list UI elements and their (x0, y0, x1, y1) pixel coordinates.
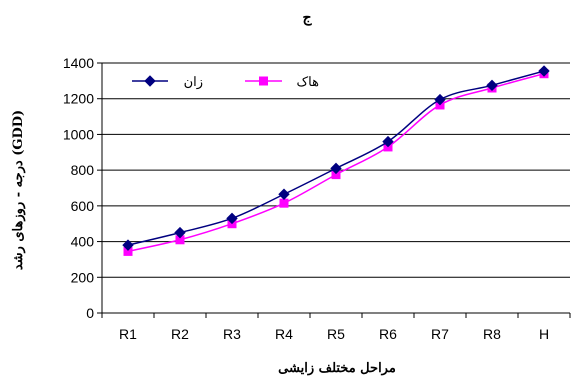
series-group (122, 65, 550, 256)
y-tick-label: 1400 (63, 55, 94, 71)
diamond-marker (122, 239, 134, 251)
diamond-marker (278, 188, 290, 200)
y-axis-title: درجه - روزهای رشد (GDD) (11, 110, 26, 270)
y-tick-label: 600 (71, 198, 95, 214)
diamond-marker (486, 79, 498, 92)
y-tick-label: 200 (71, 269, 95, 285)
square-marker (279, 198, 289, 208)
diamond-marker (434, 93, 446, 106)
x-tick-label: R1 (119, 326, 137, 342)
x-tick-label: H (539, 326, 549, 342)
x-axis-title: مراحل مختلف زایشی (278, 361, 396, 376)
legend-swatch-marker (259, 76, 268, 86)
x-tick-label: R6 (379, 326, 397, 342)
series-line (127, 70, 545, 246)
x-tick-label: R5 (327, 326, 345, 342)
y-tick-label: 0 (86, 305, 94, 321)
legend-item: هاک (245, 74, 319, 89)
series-line (127, 72, 545, 253)
chart-title: ج (302, 10, 312, 26)
x-tick-label: R3 (223, 326, 241, 342)
legend-label: هاک (297, 74, 320, 89)
y-tick-label: 1000 (63, 126, 94, 142)
x-tick-label: R2 (171, 326, 189, 342)
diamond-marker (330, 162, 342, 175)
series (123, 69, 549, 256)
axes (97, 62, 571, 318)
y-tick-label: 1200 (63, 91, 94, 107)
tick-labels: 0 200 400 600 800 1000 1200 1400 R1 R2 R3 R4 R5 R6 R7 R… (63, 55, 549, 342)
series (122, 65, 550, 251)
diamond-marker (226, 212, 238, 225)
y-tick-label: 400 (71, 234, 95, 250)
y-tick-label: 800 (71, 162, 95, 178)
legend: زان هاک (132, 74, 319, 90)
legend-item: زان (132, 74, 203, 90)
x-tick-label: R4 (275, 326, 293, 342)
legend-swatch-marker (144, 75, 156, 87)
diamond-marker (538, 65, 550, 77)
x-tick-label: R7 (431, 326, 449, 342)
x-tick-label: R8 (483, 326, 501, 342)
diamond-marker (382, 135, 394, 148)
diamond-marker (174, 226, 186, 239)
legend-label: زان (184, 74, 203, 90)
